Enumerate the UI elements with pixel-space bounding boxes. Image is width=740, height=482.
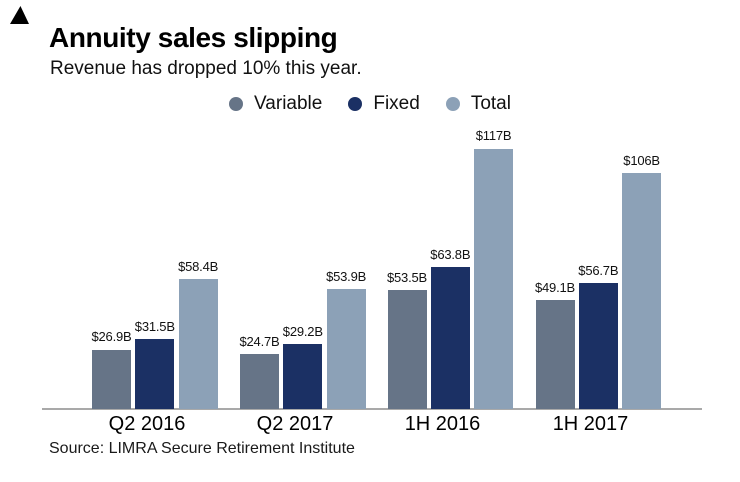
bar-value-label-fixed-1h-2017: $56.7B bbox=[578, 262, 619, 278]
x-axis-label-q2-2017: Q2 2017 bbox=[256, 413, 334, 435]
bar-variable-q2-2016 bbox=[92, 349, 131, 410]
source-attribution: Source: LIMRA Secure Retirement Institut… bbox=[49, 440, 355, 457]
legend-item-variable: Variable bbox=[229, 93, 322, 115]
bar-fixed-q2-2016 bbox=[135, 339, 175, 410]
bar-value-label-fixed-q2-2017: $29.2B bbox=[282, 323, 323, 339]
x-axis-label-1h-2016: 1H 2016 bbox=[404, 413, 481, 435]
bar-value-label-total-1h-2017: $106B bbox=[623, 152, 660, 168]
chart-title: Annuity sales slipping bbox=[49, 22, 338, 53]
bar-value-label-total-q2-2016: $58.4B bbox=[178, 258, 219, 274]
legend-item-total: Total bbox=[445, 93, 511, 115]
legend-dot-fixed-icon bbox=[348, 97, 363, 111]
bar-value-label-variable-q2-2017: $24.7B bbox=[239, 333, 280, 349]
bar-value-label-total-1h-2016: $117B bbox=[475, 128, 512, 144]
bar-value-label-variable-1h-2017: $49.1B bbox=[534, 279, 576, 295]
chart-subtitle: Revenue has dropped 10% this year. bbox=[50, 58, 362, 79]
bar-value-label-fixed-1h-2016: $63.8B bbox=[430, 246, 471, 262]
bar-value-label-variable-q2-2016: $26.9B bbox=[91, 329, 132, 344]
bar-variable-1h-2017 bbox=[535, 300, 575, 410]
bar-fixed-1h-2016 bbox=[430, 267, 470, 410]
legend: Variable Fixed Total bbox=[0, 93, 740, 115]
bar-total-1h-2017 bbox=[622, 173, 662, 410]
bar-fixed-1h-2017 bbox=[578, 283, 618, 410]
bar-total-q2-2017 bbox=[326, 289, 366, 410]
x-axis-line bbox=[42, 408, 702, 410]
bar-total-q2-2016 bbox=[178, 279, 218, 410]
bar-value-label-total-q2-2017: $53.9B bbox=[326, 268, 367, 284]
legend-item-fixed: Fixed bbox=[348, 93, 420, 115]
bar-fixed-q2-2017 bbox=[283, 344, 323, 410]
legend-dot-total-icon bbox=[445, 97, 460, 111]
legend-label-total: Total bbox=[470, 93, 511, 114]
legend-label-variable: Variable bbox=[254, 93, 323, 114]
bar-total-1h-2016 bbox=[474, 148, 514, 410]
legend-label-fixed: Fixed bbox=[373, 93, 420, 114]
x-axis-label-1h-2017: 1H 2017 bbox=[552, 413, 629, 435]
legend-dot-variable-icon bbox=[229, 97, 244, 111]
x-axis-label-q2-2016: Q2 2016 bbox=[108, 413, 186, 435]
bar-variable-q2-2017 bbox=[240, 354, 279, 410]
bar-variable-1h-2016 bbox=[387, 290, 427, 410]
bar-value-label-fixed-q2-2016: $31.5B bbox=[134, 318, 175, 334]
bar-value-label-variable-1h-2016: $53.5B bbox=[386, 269, 428, 285]
